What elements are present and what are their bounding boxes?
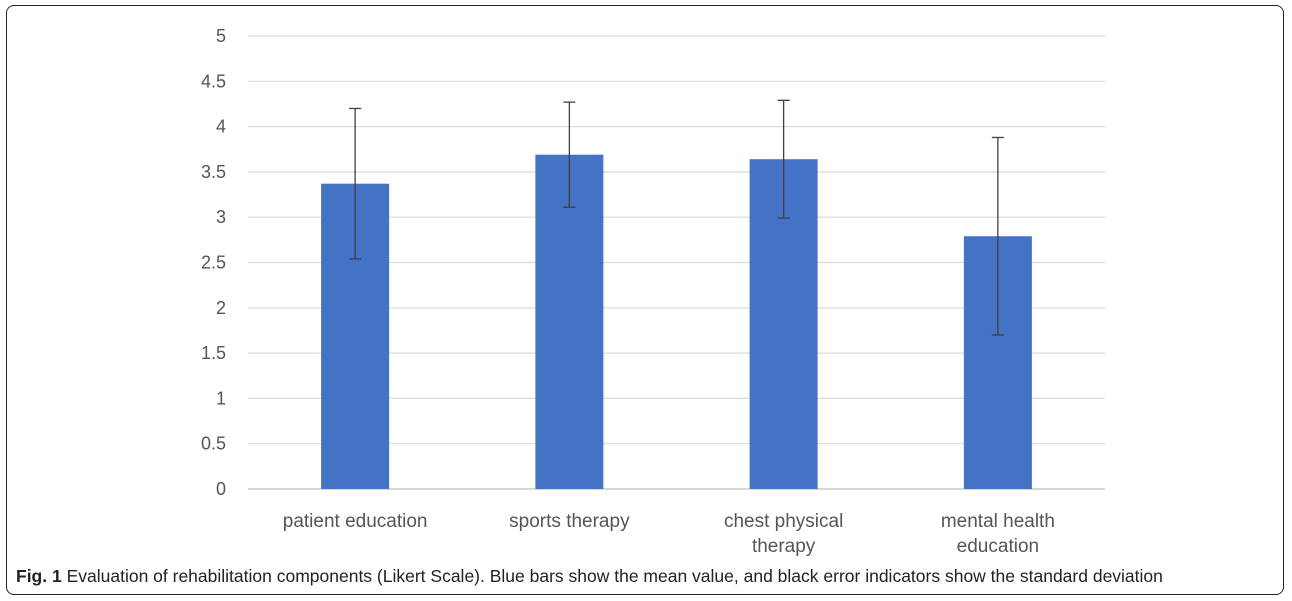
error-bar: [349, 107, 362, 260]
y-tick-label: 5: [216, 26, 226, 46]
figure-frame: [6, 5, 1284, 595]
x-category-label: therapy: [752, 536, 816, 557]
error-bar: [991, 136, 1004, 336]
error-bars: [349, 99, 1004, 336]
y-tick-label: 4: [216, 117, 226, 137]
y-tick-label: 2.5: [201, 253, 226, 273]
gridlines: [248, 35, 1105, 490]
y-tick-label: 3: [216, 207, 226, 227]
caption-text: Evaluation of rehabilitation components …: [66, 566, 1163, 586]
caption-label: Fig. 1: [16, 566, 62, 586]
bar-chart: 0 0.5 1 1.5 2 2.5 3 3.5 4 4.5 5 patient education s…: [201, 26, 1105, 557]
y-tick-label: 3.5: [201, 162, 226, 182]
y-tick-label: 0.5: [201, 434, 226, 454]
x-category-label: sports therapy: [509, 511, 630, 532]
bar: [535, 154, 604, 489]
x-category-label: patient education: [283, 511, 428, 532]
x-axis-labels: patient education sports therapy chest phy…: [283, 511, 1055, 557]
bars: [321, 154, 1032, 490]
x-category-label: education: [957, 536, 1039, 557]
error-bar: [777, 99, 790, 219]
y-tick-label: 0: [216, 479, 226, 499]
y-axis-ticks: 0 0.5 1 1.5 2 2.5 3 3.5 4 4.5 5: [201, 26, 226, 499]
x-category-label: chest physical: [724, 511, 843, 532]
x-category-label: mental health: [941, 511, 1055, 532]
figure-caption: Fig. 1 Evaluation of rehabilitation comp…: [16, 566, 1278, 587]
error-bar: [563, 101, 576, 208]
y-tick-label: 1.5: [201, 343, 226, 363]
y-tick-label: 4.5: [201, 71, 226, 91]
y-tick-label: 2: [216, 298, 226, 318]
y-tick-label: 1: [216, 388, 226, 408]
